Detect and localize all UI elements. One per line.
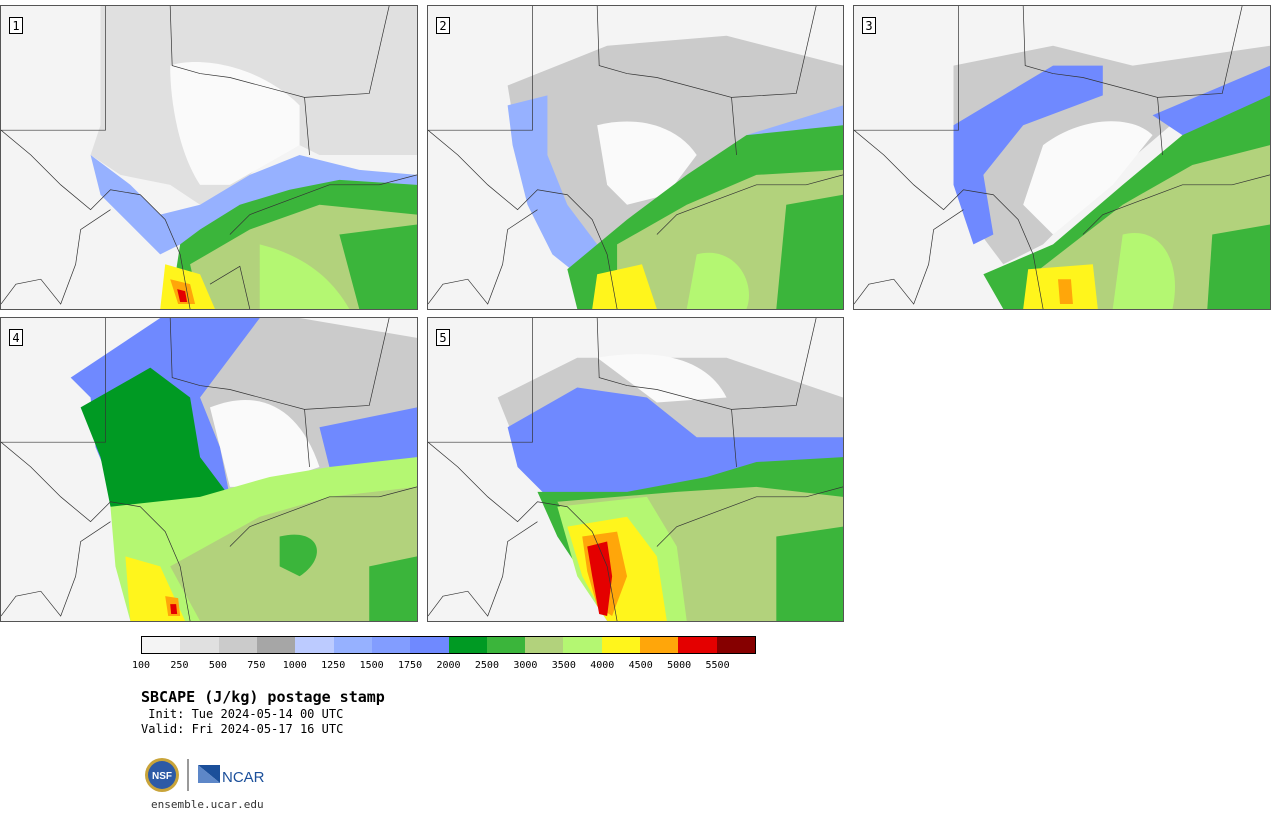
nsf-logo-text: NSF — [152, 771, 172, 782]
colorbar-tick-label: 100 — [131, 660, 151, 671]
map-field-4 — [1, 318, 417, 621]
chart-title: SBCAPE (J/kg) postage stamp — [141, 688, 385, 706]
map-field-3 — [854, 6, 1270, 309]
colorbar-tick-label: 5500 — [705, 660, 730, 671]
colorbar — [141, 636, 756, 654]
colorbar-swatch — [716, 637, 755, 653]
colorbar-swatch — [486, 637, 526, 653]
panel-label-5: 5 — [436, 329, 450, 346]
colorbar-swatch — [371, 637, 411, 653]
colorbar-tick-label: 1000 — [282, 660, 307, 671]
stamp-panel-4: 4 — [0, 317, 418, 622]
colorbar-tick-label: 5000 — [667, 660, 692, 671]
stamp-panel-5: 5 — [427, 317, 844, 622]
colorbar-tick-label: 4000 — [590, 660, 615, 671]
colorbar-swatch — [180, 637, 219, 653]
colorbar-swatch — [295, 637, 334, 653]
panel-label-3: 3 — [862, 17, 876, 34]
colorbar-swatch — [640, 637, 679, 653]
stamp-panel-2: 2 — [427, 5, 844, 310]
colorbar-swatch — [410, 637, 449, 653]
colorbar-tick-label: 2000 — [436, 660, 461, 671]
stamp-panel-3: 3 — [853, 5, 1271, 310]
map-field-1 — [1, 6, 417, 309]
colorbar-tick-label: 2500 — [474, 660, 499, 671]
colorbar-tick-label: 500 — [208, 660, 227, 671]
panel-label-4: 4 — [9, 329, 23, 346]
colorbar-tick-label: 4500 — [628, 660, 653, 671]
colorbar-swatch — [563, 637, 602, 653]
panel-label-2: 2 — [436, 17, 450, 34]
colorbar-tick-label: 1750 — [398, 660, 423, 671]
stamp-panel-1: 1 — [0, 5, 418, 310]
valid-time: Valid: Fri 2024-05-17 16 UTC — [141, 722, 344, 736]
nsf-ncar-logo: NSF NCAR — [145, 758, 265, 792]
logo-group: NSF NCAR — [144, 757, 274, 793]
colorbar-swatch — [525, 637, 564, 653]
ncar-logo-text: NCAR — [222, 769, 265, 786]
colorbar-swatch — [333, 637, 372, 653]
colorbar-swatch — [601, 637, 641, 653]
colorbar-tick-label: 3000 — [513, 660, 538, 671]
panel-label-1: 1 — [9, 17, 23, 34]
colorbar-swatch — [218, 637, 257, 653]
colorbar-swatch — [142, 637, 181, 653]
colorbar-tick-label: 3500 — [551, 660, 576, 671]
site-url: ensemble.ucar.edu — [151, 798, 264, 811]
colorbar-swatch — [448, 637, 487, 653]
colorbar-swatch — [678, 637, 717, 653]
colorbar-swatch — [256, 637, 296, 653]
map-field-5 — [428, 318, 843, 621]
init-time: Init: Tue 2024-05-14 00 UTC — [141, 707, 344, 721]
colorbar-tick-label: 1250 — [321, 660, 346, 671]
colorbar-tick-label: 750 — [247, 660, 266, 671]
colorbar-tick-label: 1500 — [359, 660, 384, 671]
map-field-2 — [428, 6, 843, 309]
colorbar-tick-label: 250 — [170, 660, 189, 671]
